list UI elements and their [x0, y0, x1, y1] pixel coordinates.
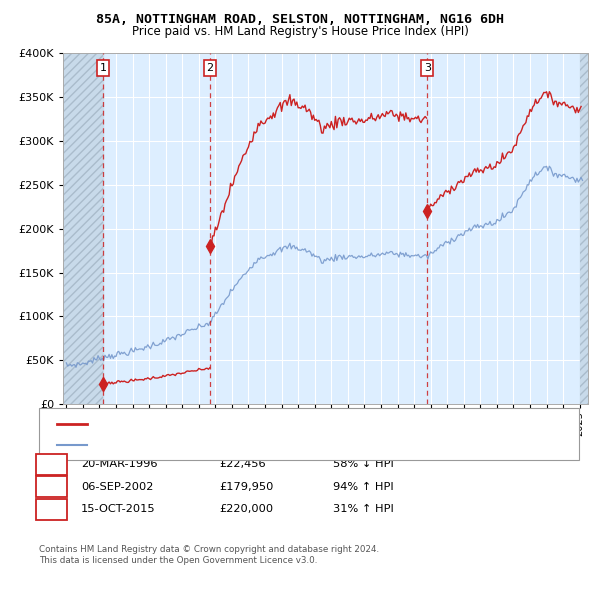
Text: £179,950: £179,950 — [219, 482, 274, 491]
Text: 15-OCT-2015: 15-OCT-2015 — [81, 504, 155, 514]
Text: 1: 1 — [100, 63, 107, 73]
Text: 06-SEP-2002: 06-SEP-2002 — [81, 482, 154, 491]
Text: 3: 3 — [424, 63, 431, 73]
Text: 20-MAR-1996: 20-MAR-1996 — [81, 460, 157, 469]
Text: HPI: Average price, detached house, Ashfield: HPI: Average price, detached house, Ashf… — [93, 440, 320, 450]
Text: 3: 3 — [48, 503, 55, 516]
Text: Price paid vs. HM Land Registry's House Price Index (HPI): Price paid vs. HM Land Registry's House … — [131, 25, 469, 38]
Text: 58% ↓ HPI: 58% ↓ HPI — [333, 460, 394, 469]
Text: £220,000: £220,000 — [219, 504, 273, 514]
Text: 31% ↑ HPI: 31% ↑ HPI — [333, 504, 394, 514]
Text: 85A, NOTTINGHAM ROAD, SELSTON, NOTTINGHAM, NG16 6DH: 85A, NOTTINGHAM ROAD, SELSTON, NOTTINGHA… — [96, 13, 504, 26]
Text: 94% ↑ HPI: 94% ↑ HPI — [333, 482, 394, 491]
Text: £22,456: £22,456 — [219, 460, 266, 469]
Text: 85A, NOTTINGHAM ROAD, SELSTON, NOTTINGHAM, NG16 6DH (detached house): 85A, NOTTINGHAM ROAD, SELSTON, NOTTINGHA… — [93, 419, 502, 429]
Bar — [580, 53, 588, 404]
Bar — [580, 53, 588, 404]
Text: Contains HM Land Registry data © Crown copyright and database right 2024.: Contains HM Land Registry data © Crown c… — [39, 545, 379, 555]
Text: This data is licensed under the Open Government Licence v3.0.: This data is licensed under the Open Gov… — [39, 556, 317, 565]
Bar — [63, 53, 103, 404]
Bar — [63, 53, 103, 404]
Text: 1: 1 — [48, 458, 55, 471]
Text: 2: 2 — [48, 480, 55, 493]
Text: 2: 2 — [206, 63, 214, 73]
